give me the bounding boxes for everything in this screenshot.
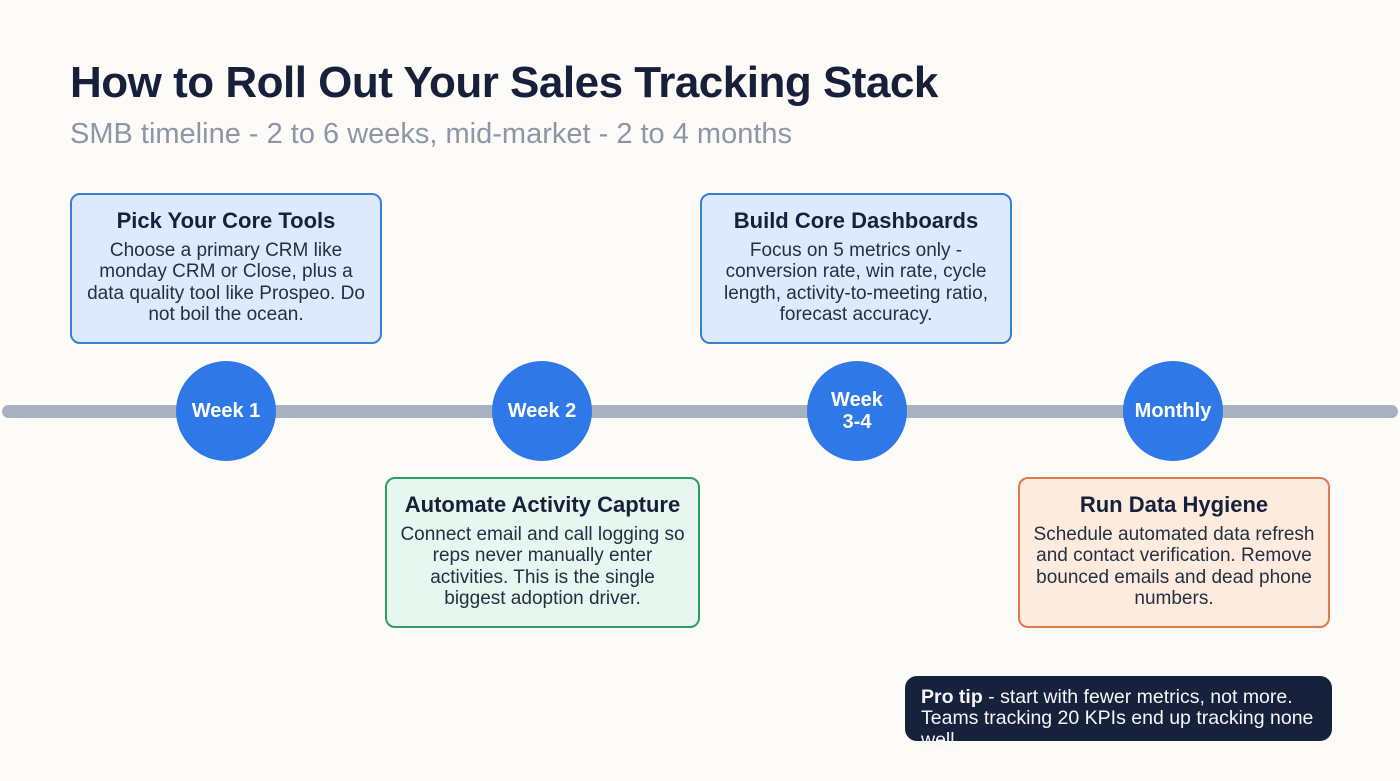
milestone-label: Week 2 xyxy=(507,400,577,422)
milestone-label: Week 1 xyxy=(191,400,261,422)
card-body: Connect email and call logging so reps n… xyxy=(400,524,685,610)
milestone-week-1: Week 1 xyxy=(176,361,276,461)
page-title: How to Roll Out Your Sales Tracking Stac… xyxy=(70,58,938,107)
card-title: Run Data Hygiene xyxy=(1079,492,1269,517)
page-subtitle: SMB timeline - 2 to 6 weeks, mid-market … xyxy=(70,118,793,150)
card-pick-your-core-tools: Pick Your Core Tools Choose a primary CR… xyxy=(70,193,382,344)
milestone-label: Week 3-4 xyxy=(831,389,883,433)
card-build-core-dashboards: Build Core Dashboards Focus on 5 metrics… xyxy=(700,193,1012,344)
pro-tip-text: - start with fewer metrics, not more. Te… xyxy=(921,686,1314,751)
timeline-bar xyxy=(2,405,1398,418)
card-automate-activity-capture: Automate Activity Capture Connect email … xyxy=(385,477,700,628)
card-body: Schedule automated data refresh and cont… xyxy=(1033,524,1315,610)
card-title: Pick Your Core Tools xyxy=(116,208,336,233)
card-title: Automate Activity Capture xyxy=(404,492,681,517)
milestone-label: Monthly xyxy=(1134,400,1212,422)
card-run-data-hygiene: Run Data Hygiene Schedule automated data… xyxy=(1018,477,1330,628)
card-body: Focus on 5 metrics only - conversion rat… xyxy=(723,240,988,326)
milestone-week-3-4: Week 3-4 xyxy=(807,361,907,461)
pro-tip-label: Pro tip xyxy=(921,686,983,708)
card-title: Build Core Dashboards xyxy=(733,208,979,233)
milestone-monthly: Monthly xyxy=(1123,361,1223,461)
pro-tip-callout: Pro tip - start with fewer metrics, not … xyxy=(905,676,1332,751)
milestone-week-2: Week 2 xyxy=(492,361,592,461)
card-body: Choose a primary CRM like monday CRM or … xyxy=(87,240,365,326)
